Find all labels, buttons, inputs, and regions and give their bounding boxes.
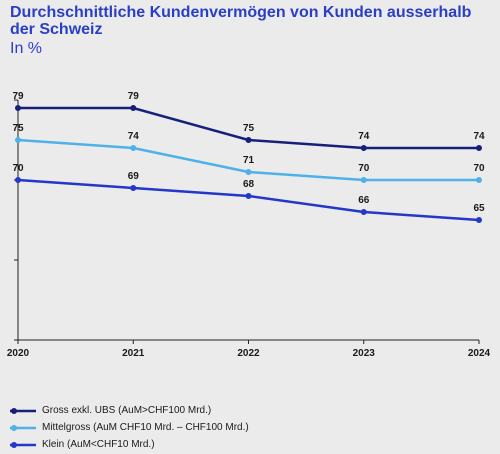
legend-swatch <box>10 441 36 448</box>
data-label: 74 <box>358 131 370 142</box>
x-tick-labels: 2020 2021 2022 2023 2024 <box>7 348 491 359</box>
legend: Gross exkl. UBS (AuM>CHF100 Mrd.) Mittelg… <box>10 402 249 453</box>
x-tick-label: 2023 <box>353 348 376 359</box>
data-point <box>360 177 367 183</box>
data-label: 70 <box>473 163 485 174</box>
data-point <box>245 193 252 199</box>
legend-swatch <box>10 424 36 431</box>
data-label: 65 <box>473 203 485 214</box>
data-point <box>130 185 137 191</box>
data-point <box>130 145 137 151</box>
series-points <box>15 105 482 223</box>
data-point <box>15 137 21 143</box>
data-point <box>476 217 482 223</box>
legend-item: Mittelgross (AuM CHF10 Mrd. – CHF100 Mrd… <box>10 419 249 436</box>
data-point <box>15 105 21 111</box>
data-label: 75 <box>243 123 255 134</box>
data-point <box>245 169 252 175</box>
data-point <box>245 137 252 143</box>
chart-subtitle: In % <box>10 40 43 57</box>
x-tick-label: 2021 <box>122 348 145 359</box>
legend-label: Gross exkl. UBS (AuM>CHF100 Mrd.) <box>42 405 212 416</box>
data-point <box>476 177 482 183</box>
legend-item: Gross exkl. UBS (AuM>CHF100 Mrd.) <box>10 402 249 419</box>
data-label: 74 <box>128 131 140 142</box>
x-tick-label: 2020 <box>7 348 30 359</box>
data-label: 68 <box>243 179 255 190</box>
chart-title: Durchschnittliche Kundenvermögen von Kun… <box>10 4 472 38</box>
data-label: 79 <box>12 91 24 102</box>
legend-label: Klein (AuM<CHF10 Mrd.) <box>42 439 155 450</box>
legend-swatch <box>10 407 36 414</box>
data-label: 71 <box>243 155 255 166</box>
data-labels: 79 79 75 74 74 75 74 71 70 70 70 69 68 66 65 <box>12 91 485 214</box>
axes <box>14 99 480 344</box>
data-point <box>130 105 137 111</box>
x-tick-label: 2024 <box>468 348 491 359</box>
data-label: 74 <box>473 131 485 142</box>
legend-item: Klein (AuM<CHF10 Mrd.) <box>10 436 249 453</box>
legend-label: Mittelgross (AuM CHF10 Mrd. – CHF100 Mrd… <box>42 422 249 433</box>
data-point <box>360 145 367 151</box>
data-label: 70 <box>358 163 370 174</box>
data-label: 69 <box>128 171 140 182</box>
data-point <box>476 145 482 151</box>
data-point <box>15 177 21 183</box>
data-label: 66 <box>358 195 370 206</box>
x-tick-label: 2022 <box>237 348 260 359</box>
data-label: 79 <box>128 91 140 102</box>
data-point <box>360 209 367 215</box>
data-label: 75 <box>12 123 24 134</box>
data-label: 70 <box>12 163 24 174</box>
